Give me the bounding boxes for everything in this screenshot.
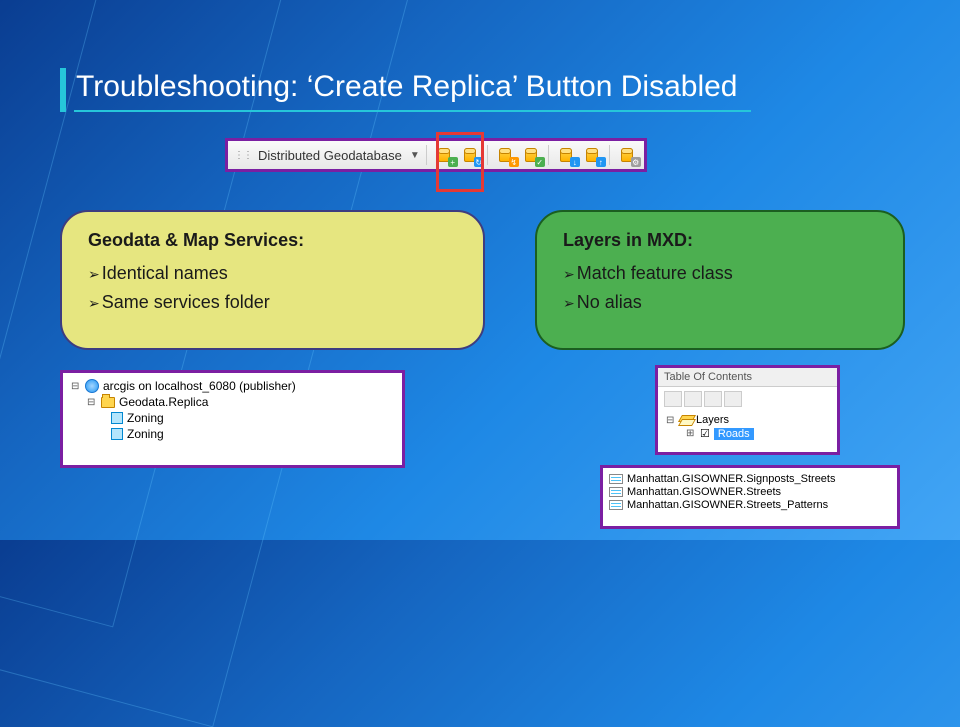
card-geodata-services: Geodata & Map Services: ➢Identical names… xyxy=(60,210,485,350)
feature-class-icon xyxy=(609,487,623,497)
highlight-box xyxy=(436,132,484,192)
card-title: Layers in MXD: xyxy=(563,230,877,251)
sync2-icon: ↯ xyxy=(494,145,516,165)
separator xyxy=(548,145,549,165)
layers-icon xyxy=(680,415,692,425)
toc-row-group: ⊟ Layers xyxy=(666,414,829,426)
service-icon xyxy=(111,412,123,424)
toc-tab-icon xyxy=(724,391,742,407)
feature-class-panel: Manhattan.GISOWNER.Signposts_Streets Man… xyxy=(600,465,900,529)
title-accent-bar xyxy=(60,68,66,112)
collapse-icon: ⊟ xyxy=(87,397,97,408)
folder-label: Geodata.Replica xyxy=(119,395,208,409)
toolbar-label: Distributed Geodatabase xyxy=(258,148,402,163)
bullet-icon: ➢ xyxy=(88,266,100,282)
service-label: Zoning xyxy=(127,411,164,425)
server-label: arcgis on localhost_6080 (publisher) xyxy=(103,379,296,393)
export-icon: ↑ xyxy=(581,145,603,165)
card-layers-mxd: Layers in MXD: ➢Match feature class ➢No … xyxy=(535,210,905,350)
check-icon: ✓ xyxy=(520,145,542,165)
feature-class-row: Manhattan.GISOWNER.Signposts_Streets xyxy=(609,473,891,485)
bullet-icon: ➢ xyxy=(88,295,100,311)
slide-title: Troubleshooting: ‘Create Replica’ Button… xyxy=(60,68,751,112)
expand-icon: ⊞ xyxy=(686,428,696,439)
bullet-icon: ➢ xyxy=(563,266,575,282)
card-title: Geodata & Map Services: xyxy=(88,230,457,251)
toolbar-grip-icon: ⋮⋮ xyxy=(234,150,252,161)
toc-row-layer: ⊞ ☑ Roads xyxy=(666,427,829,440)
services-tree-panel: ⊟ arcgis on localhost_6080 (publisher) ⊟… xyxy=(60,370,405,468)
feature-class-row: Manhattan.GISOWNER.Streets_Patterns xyxy=(609,499,891,511)
service-icon xyxy=(111,428,123,440)
toc-tab-icon xyxy=(684,391,702,407)
collapse-icon: ⊟ xyxy=(666,415,676,426)
card-item: ➢Match feature class xyxy=(563,263,877,284)
toc-tabs xyxy=(658,387,837,411)
checkbox-icon: ☑ xyxy=(700,427,710,440)
separator xyxy=(609,145,610,165)
tree-row-service: Zoning xyxy=(71,427,394,441)
server-icon xyxy=(85,379,99,393)
feature-class-icon xyxy=(609,474,623,484)
tree-row-service: Zoning xyxy=(71,411,394,425)
separator xyxy=(426,145,427,165)
collapse-icon: ⊟ xyxy=(71,381,81,392)
toc-title: Table Of Contents xyxy=(658,368,837,387)
manage-icon: ⚙ xyxy=(616,145,638,165)
card-item: ➢Same services folder xyxy=(88,292,457,313)
toc-tab-icon xyxy=(664,391,682,407)
separator xyxy=(487,145,488,165)
service-label: Zoning xyxy=(127,427,164,441)
tree-row-server: ⊟ arcgis on localhost_6080 (publisher) xyxy=(71,379,394,393)
feature-class-icon xyxy=(609,500,623,510)
toc-tab-icon xyxy=(704,391,722,407)
feature-class-row: Manhattan.GISOWNER.Streets xyxy=(609,486,891,498)
card-item: ➢Identical names xyxy=(88,263,457,284)
tree-row-folder: ⊟ Geodata.Replica xyxy=(71,395,394,409)
import-icon: ↓ xyxy=(555,145,577,165)
toc-panel: Table Of Contents ⊟ Layers ⊞ ☑ Roads xyxy=(655,365,840,455)
dropdown-icon: ▼ xyxy=(410,150,420,161)
layer-label: Roads xyxy=(714,428,754,440)
card-item: ➢No alias xyxy=(563,292,877,313)
group-label: Layers xyxy=(696,414,729,426)
folder-icon xyxy=(101,397,115,408)
bullet-icon: ➢ xyxy=(563,295,575,311)
title-text: Troubleshooting: ‘Create Replica’ Button… xyxy=(74,68,751,112)
